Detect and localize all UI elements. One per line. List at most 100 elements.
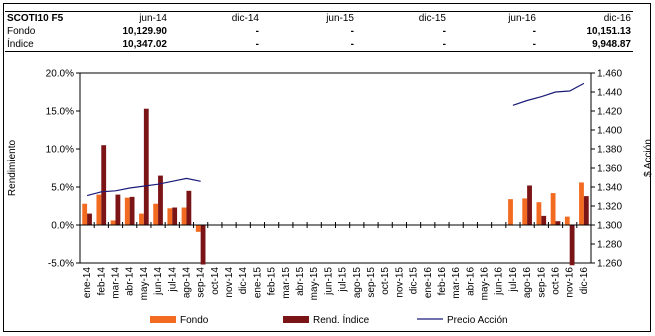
x-tick-label: mar-16 bbox=[451, 267, 462, 299]
plot-area bbox=[79, 72, 592, 264]
row-label: Índice bbox=[5, 38, 87, 52]
bar-fondo bbox=[564, 216, 570, 225]
value-cell: 10,347.02 bbox=[87, 38, 169, 52]
x-tick-label: feb-16 bbox=[437, 267, 448, 296]
bar-fondo bbox=[522, 198, 528, 225]
bar-fondo bbox=[508, 199, 513, 225]
bar-indice bbox=[143, 108, 149, 225]
value-cell: - bbox=[442, 26, 446, 37]
price-line bbox=[86, 177, 201, 197]
x-tick-label: jun-15 bbox=[323, 267, 334, 296]
bar-fondo bbox=[536, 202, 542, 225]
legend-label: Rend. Índice bbox=[313, 313, 370, 326]
price-line bbox=[512, 82, 585, 106]
bar-indice bbox=[87, 213, 92, 225]
x-tick-label: abr-16 bbox=[465, 267, 476, 296]
x-tick-label: feb-14 bbox=[96, 267, 107, 296]
y-tick-label: 10.0% bbox=[46, 145, 74, 156]
bar-fondo bbox=[139, 213, 144, 225]
bar-indice bbox=[115, 194, 121, 225]
x-tick-label: jul-15 bbox=[338, 267, 349, 293]
x-tick-label: ene-14 bbox=[82, 267, 93, 299]
x-tick-label: ago-14 bbox=[181, 267, 192, 299]
bar-indice bbox=[200, 225, 206, 265]
y2-tick-label: 1.420 bbox=[597, 107, 622, 118]
legend-swatch bbox=[283, 316, 309, 323]
y2-tick-label: 1.400 bbox=[597, 126, 622, 137]
date-header: jun-16 bbox=[448, 11, 538, 25]
x-tick-label: nov-15 bbox=[394, 267, 405, 298]
x-tick-label: abr-14 bbox=[125, 267, 136, 296]
y2-tick-label: 1.300 bbox=[597, 221, 622, 232]
x-tick-label: ene-15 bbox=[252, 267, 263, 299]
y-tick-label: 20.0% bbox=[46, 69, 74, 80]
y2-tick-label: 1.260 bbox=[597, 259, 622, 270]
legend-swatch bbox=[150, 316, 176, 323]
y-tick-label: 0.0% bbox=[51, 221, 74, 232]
bar-indice bbox=[172, 207, 178, 225]
x-tick-label: jul-14 bbox=[167, 267, 178, 293]
bar-fondo bbox=[167, 208, 173, 225]
y-tick-label: -5.0% bbox=[48, 259, 74, 270]
x-tick-label: nov-14 bbox=[224, 267, 235, 298]
summary-row-fondo: Fondo 10,129.90 - - - - 10,151.13 bbox=[5, 25, 633, 38]
bar-fondo bbox=[153, 203, 159, 225]
value-cell: - bbox=[169, 38, 261, 52]
y2-tick-label: 1.320 bbox=[597, 202, 622, 213]
y2-tick-label: 1.440 bbox=[597, 88, 622, 99]
x-tick-label: nov-16 bbox=[565, 267, 576, 298]
y2-tick-label: 1.340 bbox=[597, 183, 622, 194]
y2-tick-label: 1.360 bbox=[597, 164, 622, 175]
y2-tick-label: 1.280 bbox=[597, 240, 622, 251]
summary-table: SCOTI10 F5 jun-14 dic-14 jun-15 dic-15 j… bbox=[5, 11, 633, 52]
y2-tick-label: 1.460 bbox=[597, 69, 622, 80]
bar-indice bbox=[541, 215, 547, 225]
x-tick-label: jun-16 bbox=[494, 267, 505, 296]
value-cell: - bbox=[261, 38, 356, 52]
x-tick-label: may-14 bbox=[139, 267, 150, 301]
bar-fondo bbox=[550, 193, 556, 225]
x-tick-label: jun-14 bbox=[153, 267, 164, 296]
x-tick-label: oct-15 bbox=[380, 267, 391, 295]
value-cell: 10,129.90 bbox=[122, 26, 168, 37]
x-tick-label: dic-14 bbox=[238, 267, 249, 295]
value-cell: - bbox=[350, 26, 354, 37]
bar-fondo bbox=[96, 194, 102, 225]
y-tick-label: 15.0% bbox=[46, 107, 74, 118]
bar-fondo bbox=[181, 207, 187, 225]
y-axis-title: Rendimiento bbox=[7, 139, 18, 196]
summary-row-indice: Índice 10,347.02 - - - - 9,948.87 bbox=[5, 38, 633, 52]
date-header: jun-14 bbox=[87, 11, 169, 25]
x-tick-label: oct-14 bbox=[210, 267, 221, 295]
bar-indice bbox=[158, 175, 163, 225]
x-tick-label: ago-16 bbox=[522, 267, 533, 299]
x-tick-label: ene-16 bbox=[423, 267, 434, 299]
x-tick-label: ago-15 bbox=[352, 267, 363, 299]
row-label: Fondo bbox=[7, 26, 36, 37]
value-cell: - bbox=[255, 26, 259, 37]
bar-indice bbox=[129, 196, 135, 225]
bar-fondo bbox=[124, 197, 130, 225]
x-tick-label: sep-16 bbox=[536, 267, 547, 298]
bar-fondo bbox=[579, 182, 584, 225]
series-label: SCOTI10 F5 bbox=[5, 11, 87, 25]
x-tick-label: mar-14 bbox=[110, 267, 121, 299]
y2-tick-label: 1.380 bbox=[597, 145, 622, 156]
x-tick-label: jul-16 bbox=[508, 267, 519, 293]
x-tick-label: oct-16 bbox=[551, 267, 562, 295]
legend-label: Fondo bbox=[180, 315, 209, 326]
x-tick-label: sep-15 bbox=[366, 267, 377, 298]
chart-frame bbox=[3, 3, 651, 332]
date-header: dic-14 bbox=[169, 11, 261, 25]
bar-indice bbox=[569, 225, 575, 266]
bar-indice bbox=[583, 196, 589, 225]
value-cell: 9,948.87 bbox=[538, 38, 633, 52]
bar-fondo bbox=[195, 225, 201, 232]
value-cell: - bbox=[448, 38, 538, 52]
summary-header-row: SCOTI10 F5 jun-14 dic-14 jun-15 dic-15 j… bbox=[5, 11, 633, 25]
y2-axis-title: $ Acción bbox=[643, 139, 654, 177]
legend-label: Precio Acción bbox=[447, 315, 508, 326]
x-tick-label: dic-15 bbox=[409, 267, 420, 295]
bar-fondo bbox=[82, 203, 88, 225]
